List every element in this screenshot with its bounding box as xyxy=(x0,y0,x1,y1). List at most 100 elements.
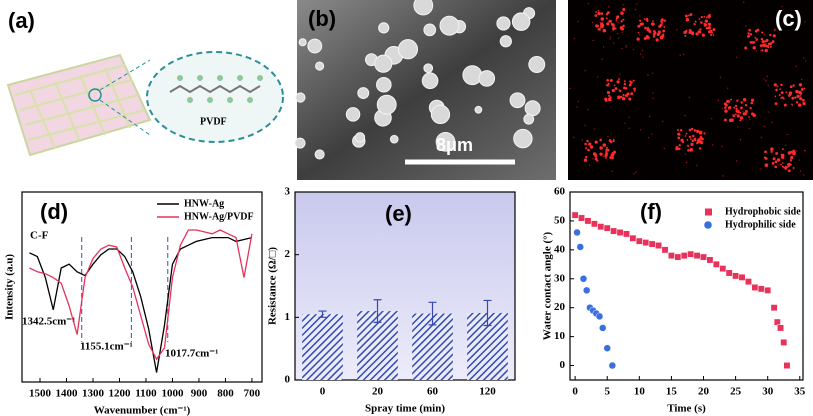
map-dot xyxy=(614,87,618,90)
map-dot xyxy=(796,94,800,98)
map-dot xyxy=(735,107,738,110)
map-dot xyxy=(573,38,575,40)
map-dot xyxy=(604,153,608,157)
map-dot xyxy=(740,106,743,110)
map-dot xyxy=(597,76,599,78)
map-dot xyxy=(786,133,788,136)
map-dot xyxy=(647,74,649,76)
map-dot xyxy=(652,97,654,99)
point xyxy=(573,228,581,237)
map-dot xyxy=(587,148,590,152)
map-dot xyxy=(632,48,634,50)
map-dot xyxy=(607,97,612,102)
map-dot xyxy=(628,116,630,118)
marker-label: 1017.7cm⁻¹ xyxy=(165,348,218,360)
map-dot xyxy=(760,168,762,170)
panel-b: 8μm (b) xyxy=(294,0,556,180)
map-dot xyxy=(652,33,656,36)
map-dot xyxy=(700,21,703,24)
panel-label: (b) xyxy=(308,6,336,31)
y-axis-title: Intensity (a.u) xyxy=(4,254,16,320)
map-dot xyxy=(787,94,791,97)
error-bar xyxy=(428,301,437,326)
map-dot xyxy=(760,136,762,138)
map-dot xyxy=(782,162,784,164)
map-dot xyxy=(721,108,723,110)
map-dot xyxy=(735,113,737,116)
map-dot xyxy=(787,164,791,167)
map-dot xyxy=(745,25,747,27)
map-dot xyxy=(690,127,694,131)
map-dot xyxy=(624,94,628,97)
map-dot xyxy=(609,96,612,99)
particle xyxy=(435,131,456,152)
map-dot xyxy=(643,18,646,20)
map-dot xyxy=(594,128,596,130)
particle xyxy=(528,56,546,73)
map-dot xyxy=(636,37,640,41)
map-dot xyxy=(592,157,594,159)
point xyxy=(576,243,585,251)
map-dot xyxy=(595,24,599,28)
x-tick-label: 15 xyxy=(666,386,678,398)
map-dot xyxy=(694,20,697,23)
map-dot xyxy=(767,42,771,46)
map-dot xyxy=(780,83,783,87)
point xyxy=(608,361,617,370)
map-dot xyxy=(652,20,654,23)
map-dot xyxy=(608,94,611,97)
particle xyxy=(513,128,533,149)
map-dot xyxy=(685,161,688,164)
map-dot xyxy=(781,153,785,158)
particle xyxy=(354,132,366,143)
map-dot xyxy=(772,157,776,161)
map-dot xyxy=(613,42,615,44)
map-dot xyxy=(605,146,608,149)
error-bar xyxy=(318,310,327,318)
y-tick-label: 50 xyxy=(554,214,566,226)
map-dot xyxy=(610,156,614,160)
plot-frame xyxy=(294,191,516,381)
map-dot xyxy=(770,147,774,151)
point xyxy=(603,344,611,352)
legend-swatch xyxy=(705,208,712,216)
map-dot xyxy=(607,82,610,86)
map-dot xyxy=(713,28,716,31)
map-dot xyxy=(620,20,623,23)
map-dot xyxy=(763,125,765,127)
map-dot xyxy=(585,147,588,150)
y-tick-label: 40 xyxy=(554,243,566,255)
x-tick-label: 0 xyxy=(572,386,578,398)
x-tick-label: 1500 xyxy=(29,388,52,400)
plot-frame xyxy=(21,191,263,383)
panel-a: (a) PVDF xyxy=(6,8,284,157)
point xyxy=(648,240,656,248)
point xyxy=(616,229,624,236)
particle xyxy=(439,15,460,36)
point xyxy=(757,285,765,293)
map-dot xyxy=(696,164,698,166)
point xyxy=(642,239,650,247)
molecule-chain xyxy=(169,84,261,94)
particle xyxy=(478,70,496,87)
particle xyxy=(307,38,323,54)
map-dot xyxy=(611,170,613,172)
map-dot xyxy=(774,102,778,106)
map-dot xyxy=(764,163,769,167)
map-dot xyxy=(620,27,624,31)
map-dot xyxy=(609,140,613,144)
map-dot xyxy=(583,158,588,162)
y-tick-label: 30 xyxy=(554,272,566,284)
map-dot xyxy=(785,91,788,94)
map-dot xyxy=(710,33,713,37)
y-tick-label: 1 xyxy=(285,311,291,323)
map-dot xyxy=(774,165,777,169)
map-dot xyxy=(613,150,616,154)
map-dot xyxy=(723,102,727,106)
map-dot xyxy=(771,40,775,43)
map-dot xyxy=(787,169,791,173)
map-dot xyxy=(649,115,651,118)
point xyxy=(680,252,688,260)
point xyxy=(597,223,605,231)
map-dot xyxy=(645,34,649,38)
